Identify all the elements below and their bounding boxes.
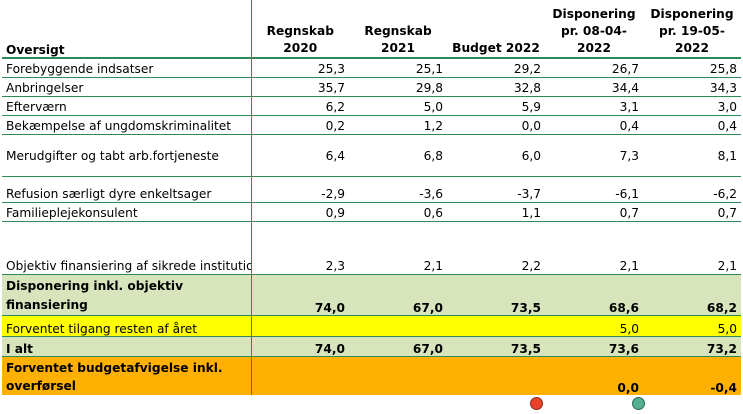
cell: 5,0 [545, 315, 643, 337]
total-row: I alt 74,0 67,0 73,5 73,6 73,2 [2, 336, 741, 357]
table-row: Merudgifter og tabt arb.fortjeneste 6,4 … [2, 134, 741, 177]
cell [251, 356, 349, 395]
cell: -3,7 [447, 176, 545, 203]
cell: 2,1 [545, 221, 643, 275]
cell: 67,0 [349, 336, 447, 357]
cell: 29,8 [349, 77, 447, 97]
table-header-row: Oversigt Regnskab 2020 Regnskab 2021 Bud… [2, 0, 741, 59]
row-label: Objektiv finansiering af sikrede institu… [2, 221, 252, 275]
cell: -6,2 [643, 176, 741, 203]
cell: 0,4 [545, 115, 643, 135]
cell: 73,6 [545, 336, 643, 357]
table-row: Objektiv finansiering af sikrede institu… [2, 221, 741, 275]
row-label: Anbringelser [2, 77, 252, 97]
header-col-1: Regnskab 2020 [251, 0, 349, 59]
cell: 6,0 [447, 134, 545, 177]
cell: 6,4 [251, 134, 349, 177]
cell: 5,0 [643, 315, 741, 337]
cell: 26,7 [545, 58, 643, 78]
cell: 34,4 [545, 77, 643, 97]
table-row: Anbringelser 35,7 29,8 32,8 34,4 34,3 [2, 77, 741, 97]
cell: 2,3 [251, 221, 349, 275]
cell: 0,2 [251, 115, 349, 135]
cell: 0,7 [545, 202, 643, 222]
cell: 73,5 [447, 336, 545, 357]
cell: 8,1 [643, 134, 741, 177]
header-col-2: Regnskab 2021 [349, 0, 447, 59]
cell: 74,0 [251, 336, 349, 357]
cell [447, 315, 545, 337]
cell [349, 356, 447, 395]
cell: 5,0 [349, 96, 447, 116]
header-col-4: Disponering pr. 08-04-2022 [545, 0, 643, 59]
cell: 1,1 [447, 202, 545, 222]
cell: 68,6 [545, 274, 643, 316]
cell: 2,1 [349, 221, 447, 275]
cell: 6,8 [349, 134, 447, 177]
cell: 7,3 [545, 134, 643, 177]
cell: -6,1 [545, 176, 643, 203]
table-row: Bekæmpelse af ungdomskriminalitet 0,2 1,… [2, 115, 741, 135]
deviation-row: Forventet budgetafvigelse inkl. overførs… [2, 356, 741, 395]
cell: 0,0 [447, 115, 545, 135]
header-col-3: Budget 2022 [447, 0, 545, 59]
expected-label: Forventet tilgang resten af året [2, 315, 252, 337]
cell: -3,6 [349, 176, 447, 203]
header-label: Oversigt [2, 0, 252, 59]
deviation-label: Forventet budgetafvigelse inkl. overførs… [2, 356, 252, 395]
cell [447, 356, 545, 395]
row-label: Forebyggende indsatser [2, 58, 252, 78]
cell: 68,2 [643, 274, 741, 316]
row-label: Familieplejekonsulent [2, 202, 252, 222]
row-label: Efterværn [2, 96, 252, 116]
subtotal-row: Disponering inkl. objektiv finansiering … [2, 274, 741, 316]
table-row: Familieplejekonsulent 0,9 0,6 1,1 0,7 0,… [2, 202, 741, 222]
cell: 32,8 [447, 77, 545, 97]
cell: 5,9 [447, 96, 545, 116]
cell: 0,9 [251, 202, 349, 222]
cell: 73,2 [643, 336, 741, 357]
cell: 1,2 [349, 115, 447, 135]
cell: 0,0 [545, 356, 643, 395]
cell: 29,2 [447, 58, 545, 78]
cell: -2,9 [251, 176, 349, 203]
cell: 34,3 [643, 77, 741, 97]
cell: 35,7 [251, 77, 349, 97]
row-label: Bekæmpelse af ungdomskriminalitet [2, 115, 252, 135]
cell: 3,1 [545, 96, 643, 116]
cell: 67,0 [349, 274, 447, 316]
row-label: Merudgifter og tabt arb.fortjeneste [2, 134, 252, 177]
cell: 25,1 [349, 58, 447, 78]
table-row: Efterværn 6,2 5,0 5,9 3,1 3,0 [2, 96, 741, 116]
cell: 25,8 [643, 58, 741, 78]
cell: 73,5 [447, 274, 545, 316]
cell: 0,7 [643, 202, 741, 222]
cell: 2,1 [643, 221, 741, 275]
subtotal-label: Disponering inkl. objektiv finansiering [2, 274, 252, 316]
budget-table: Oversigt Regnskab 2020 Regnskab 2021 Bud… [2, 0, 741, 395]
cell [349, 315, 447, 337]
cell: 74,0 [251, 274, 349, 316]
cell: 6,2 [251, 96, 349, 116]
cell: 3,0 [643, 96, 741, 116]
status-green-dot-icon [632, 397, 645, 410]
expected-row: Forventet tilgang resten af året 5,0 5,0 [2, 315, 741, 337]
row-label: Refusion særligt dyre enkeltsager [2, 176, 252, 203]
table-row: Refusion særligt dyre enkeltsager -2,9 -… [2, 176, 741, 203]
total-label: I alt [2, 336, 252, 357]
cell: 0,4 [643, 115, 741, 135]
table-row: Forebyggende indsatser 25,3 25,1 29,2 26… [2, 58, 741, 78]
cell: 25,3 [251, 58, 349, 78]
cell: 2,2 [447, 221, 545, 275]
cell [251, 315, 349, 337]
cell: 0,6 [349, 202, 447, 222]
header-col-5: Disponering pr. 19-05-2022 [643, 0, 741, 59]
cell: -0,4 [643, 356, 741, 395]
status-red-dot-icon [530, 397, 543, 410]
